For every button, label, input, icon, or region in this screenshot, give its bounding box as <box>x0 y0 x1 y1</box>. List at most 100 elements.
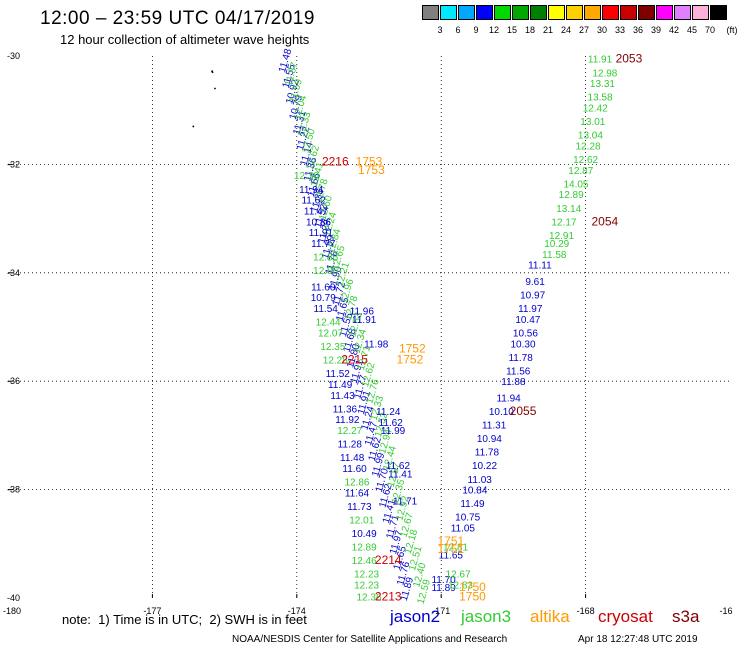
pass-time-label: 1750 <box>459 589 486 603</box>
legend-note: note: 1) Time is in UTC; 2) SWH is in fe… <box>62 612 307 627</box>
wave-height-label: 12.01 <box>349 515 374 526</box>
wave-height-label: 11.49 <box>460 499 485 510</box>
wave-height-label: 11.48 <box>340 453 365 464</box>
wave-height-label: 12.91 <box>549 231 574 242</box>
scale-swatch <box>458 5 475 20</box>
scale-swatch <box>620 5 637 20</box>
wave-height-label: 12.87 <box>568 166 593 177</box>
x-tick-label: -177 <box>143 606 161 616</box>
wave-height-label: 11.64 <box>345 488 370 499</box>
pass-time-label: 1751 <box>437 542 464 556</box>
x-tick-label: -16 <box>719 606 732 616</box>
scale-unit: (ft) <box>726 25 738 35</box>
wave-height-label: 11.41 <box>388 469 413 480</box>
scale-swatch <box>476 5 493 20</box>
wave-height-label: 12.30 <box>294 171 319 182</box>
wave-height-label: 11.54 <box>314 304 339 315</box>
wave-height-label: 12.62 <box>573 155 598 166</box>
page-title: 12:00 – 23:59 UTC 04/17/2019 <box>40 8 315 29</box>
wave-height-label: 10.56 <box>513 328 538 339</box>
x-tick-label: -180 <box>3 606 21 616</box>
island-dot <box>214 87 216 90</box>
wave-height-label: 11.94 <box>299 185 324 196</box>
wave-height-label: 11.73 <box>347 502 372 513</box>
wave-height-label: 11.28 <box>338 440 363 451</box>
wave-height-label: 12.42 <box>583 103 608 114</box>
wave-height-label: 11.49 <box>328 380 353 391</box>
scale-label: 33 <box>614 25 625 35</box>
scale-label: 30 <box>596 25 607 35</box>
wave-height-label: 13.31 <box>590 79 615 90</box>
scale-label: 6 <box>455 25 461 35</box>
x-tick-label: -168 <box>577 606 595 616</box>
wave-height-label: 11.62 <box>386 461 411 472</box>
wave-height-label: 11.36 <box>333 404 358 415</box>
y-tick-label: -32 <box>7 159 20 169</box>
y-tick-label: -30 <box>7 51 20 61</box>
wave-height-label: 11.94 <box>496 393 521 404</box>
wave-height-label: 12.86 <box>344 477 369 488</box>
wave-height-label: 11.31 <box>482 421 507 432</box>
scale-swatch <box>422 5 439 20</box>
wave-height-label: 10.10 <box>489 407 514 418</box>
island-dot <box>211 70 213 73</box>
wave-height-label: 12.23 <box>354 580 379 591</box>
wave-height-label: 14.05 <box>563 179 588 190</box>
scale-label: 45 <box>686 25 697 35</box>
footer-credit: NOAA/NESDIS Center for Satellite Applica… <box>232 634 508 645</box>
scale-label: 12 <box>488 25 499 35</box>
wave-height-label: 12.36 <box>356 592 381 603</box>
wave-height-label: 12.17 <box>551 217 576 228</box>
scale-label: 70 <box>704 25 715 35</box>
map-frame <box>8 70 587 598</box>
wave-height-label: 12.27 <box>337 426 362 437</box>
wave-height-label: 10.49 <box>352 529 377 540</box>
wave-height-label: 11.92 <box>335 415 360 426</box>
pass-time-label: 2215 <box>341 353 368 367</box>
y-tick-label: -36 <box>7 376 20 386</box>
scale-swatch <box>548 5 565 20</box>
wave-height-label: 11.71 <box>393 496 418 507</box>
wave-height-label: 11.24 <box>376 407 401 418</box>
scale-swatch <box>674 5 691 20</box>
wave-height-label: 10.22 <box>472 461 497 472</box>
wave-height-label: 10.97 <box>520 290 545 301</box>
wave-height-label: 11.62 <box>379 418 404 429</box>
wave-height-label: 11.99 <box>381 426 406 437</box>
pass-time-label: 2055 <box>510 404 537 418</box>
wave-height-label: 11.97 <box>518 304 543 315</box>
wave-height-label: 11.65 <box>439 551 464 562</box>
pass-time-label: 1750 <box>459 580 486 594</box>
wave-height-label: 11.78 <box>475 448 500 459</box>
pass-time-label: 2053 <box>616 52 643 66</box>
wave-height-label: 10.47 <box>515 315 540 326</box>
pass-time-label: 1752 <box>399 342 426 356</box>
wave-height-label: 11.77 <box>311 239 336 250</box>
scale-swatch <box>602 5 619 20</box>
scale-swatch <box>566 5 583 20</box>
wave-height-label: 12.67 <box>446 570 471 581</box>
wave-height-label: 10.29 <box>544 239 569 250</box>
wave-height-label: 12.81 <box>443 543 468 554</box>
pass-time-label: 1753 <box>356 155 383 169</box>
wave-height-label: 12.86 <box>313 266 338 277</box>
map-grid <box>8 56 730 598</box>
wave-height-label: 11.88 <box>501 377 526 388</box>
wave-height-label: 11.70 <box>431 575 456 586</box>
scale-swatch <box>584 5 601 20</box>
wave-height-label: 10.94 <box>477 434 502 445</box>
scale-label: 24 <box>560 25 571 35</box>
wave-height-label: 11.91 <box>309 228 334 239</box>
footer-timestamp: Apr 18 12:27:48 UTC 2019 <box>578 634 698 645</box>
scale-swatch <box>512 5 529 20</box>
scale-label: 39 <box>650 25 661 35</box>
scale-swatch <box>692 5 709 20</box>
legend-s3a: s3a <box>672 607 700 626</box>
wave-height-label: 13.01 <box>580 117 605 128</box>
wave-height-label: 11.91 <box>352 315 377 326</box>
wave-height-label: 12.35 <box>320 342 345 353</box>
scale-swatch <box>638 5 655 20</box>
wave-height-label: 11.62 <box>301 196 326 207</box>
wave-height-label: 11.60 <box>311 282 336 293</box>
